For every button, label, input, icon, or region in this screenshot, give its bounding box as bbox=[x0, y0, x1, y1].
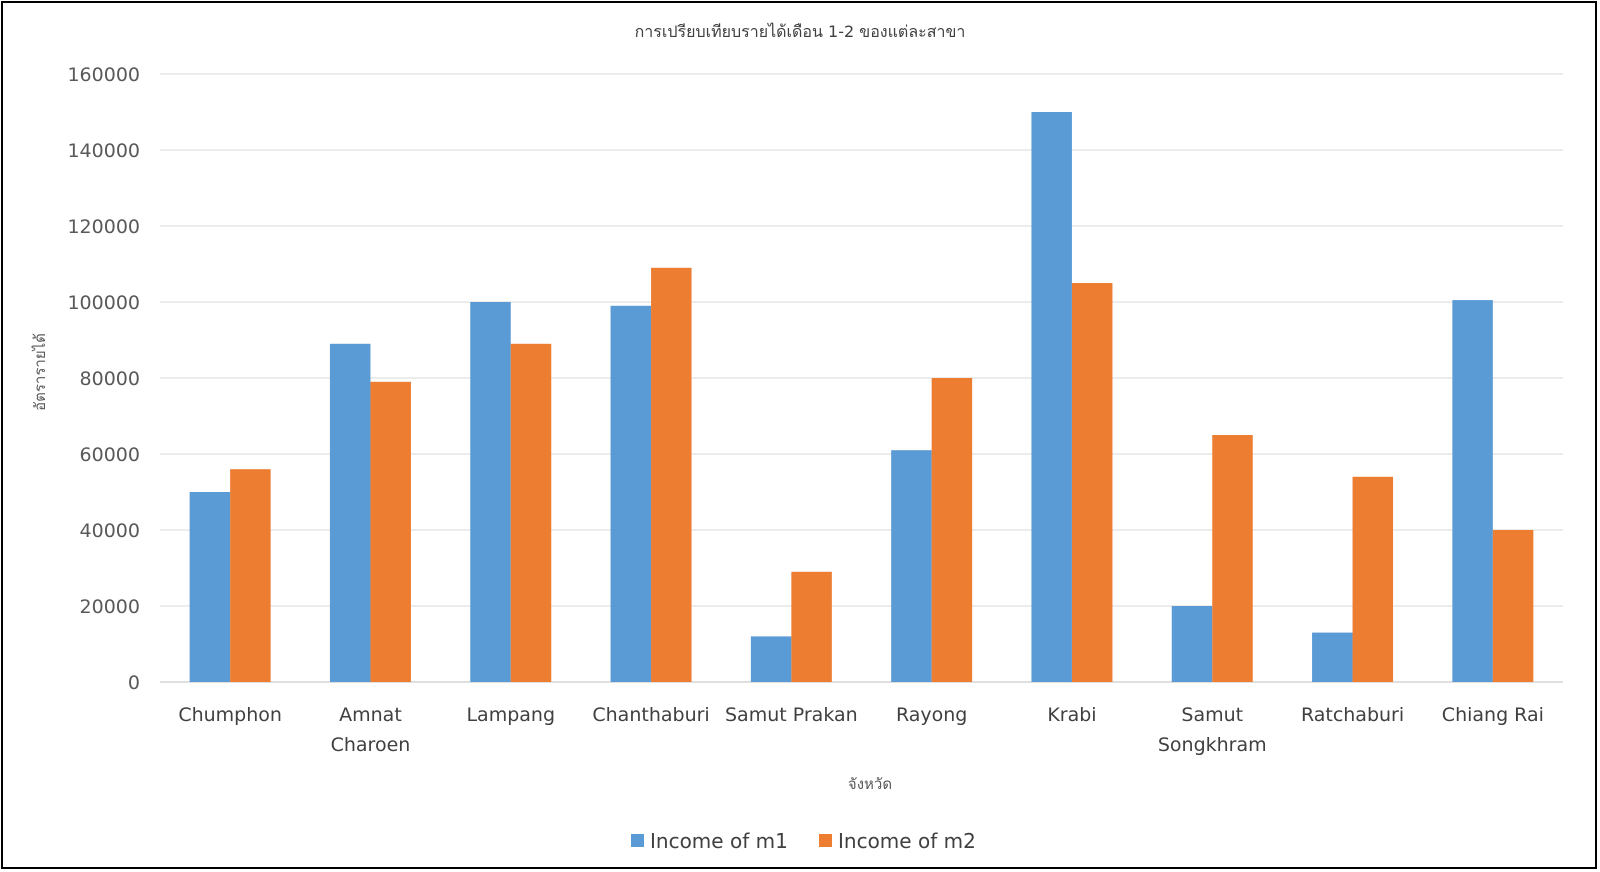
x-axis-label: จังหวัด bbox=[848, 775, 892, 793]
x-tick-label: Ratchaburi bbox=[1301, 704, 1404, 726]
y-tick-label: 0 bbox=[128, 672, 140, 694]
bar-chumphon-s2 bbox=[230, 469, 271, 682]
bar-ratchaburi-s1 bbox=[1312, 632, 1353, 682]
bar-ratchaburi-s2 bbox=[1352, 476, 1394, 682]
x-tick-label: Samut Songkhram bbox=[1158, 704, 1267, 756]
legend-label: Income of m2 bbox=[838, 829, 976, 853]
bar-rayong-s1 bbox=[891, 450, 932, 682]
x-tick-label: Krabi bbox=[1047, 704, 1096, 726]
bar-samut-prakan-s2 bbox=[791, 571, 832, 682]
y-tick-label: 20000 bbox=[80, 596, 140, 618]
legend: Income of m1 Income of m2 bbox=[631, 829, 976, 853]
bar-samut-songkhram-s1 bbox=[1171, 606, 1213, 682]
bar-chiang-rai-s1 bbox=[1452, 300, 1493, 682]
bar-amnat-charoen-s1 bbox=[329, 343, 371, 682]
x-axis-ticks: Chumphon Amnat Charoen Lampang Chanthaburi Sa… bbox=[178, 704, 1544, 756]
x-tick-label: Chumphon bbox=[178, 704, 282, 726]
bar-samut-prakan-s1 bbox=[750, 636, 792, 682]
bar-samut-songkhram-s2 bbox=[1212, 435, 1253, 682]
y-axis-label: อัตรารายได้ bbox=[31, 333, 49, 411]
chart-title: การเปรียบเทียบรายได้เดือน 1-2 ของแต่ละสา… bbox=[635, 22, 966, 41]
y-tick-label: 120000 bbox=[67, 216, 140, 238]
bar-rayong-s2 bbox=[931, 378, 973, 682]
y-tick-label: 40000 bbox=[80, 520, 140, 542]
y-tick-label: 60000 bbox=[80, 444, 140, 466]
legend-label: Income of m1 bbox=[650, 829, 788, 853]
y-tick-label: 100000 bbox=[67, 292, 140, 314]
bar-chanthaburi-s2 bbox=[651, 267, 692, 682]
x-tick-label: Chanthaburi bbox=[592, 704, 709, 726]
bar-amnat-charoen-s2 bbox=[370, 381, 411, 682]
y-axis-ticks: 0 20000 40000 60000 80000 100000 120000 140000 1… bbox=[67, 64, 140, 694]
bar-lampang-s1 bbox=[470, 302, 511, 682]
x-tick-label: Lampang bbox=[466, 704, 555, 726]
legend-swatch bbox=[819, 834, 832, 847]
bar-lampang-s2 bbox=[510, 343, 552, 682]
x-tick-label: Chiang Rai bbox=[1442, 704, 1544, 726]
x-tick-label: Amnat Charoen bbox=[331, 704, 411, 756]
bar-krabi-s2 bbox=[1071, 283, 1113, 682]
x-tick-label: Rayong bbox=[896, 704, 967, 726]
bar-chanthaburi-s1 bbox=[610, 305, 652, 682]
bar-krabi-s1 bbox=[1031, 112, 1072, 682]
bar-chiang-rai-s2 bbox=[1492, 530, 1534, 682]
bars bbox=[189, 112, 1534, 682]
y-tick-label: 140000 bbox=[67, 140, 140, 162]
x-tick-label: Samut Prakan bbox=[725, 704, 858, 726]
bar-chumphon-s1 bbox=[189, 492, 231, 682]
y-tick-label: 160000 bbox=[67, 64, 140, 86]
legend-swatch bbox=[631, 834, 644, 847]
y-tick-label: 80000 bbox=[80, 368, 140, 390]
